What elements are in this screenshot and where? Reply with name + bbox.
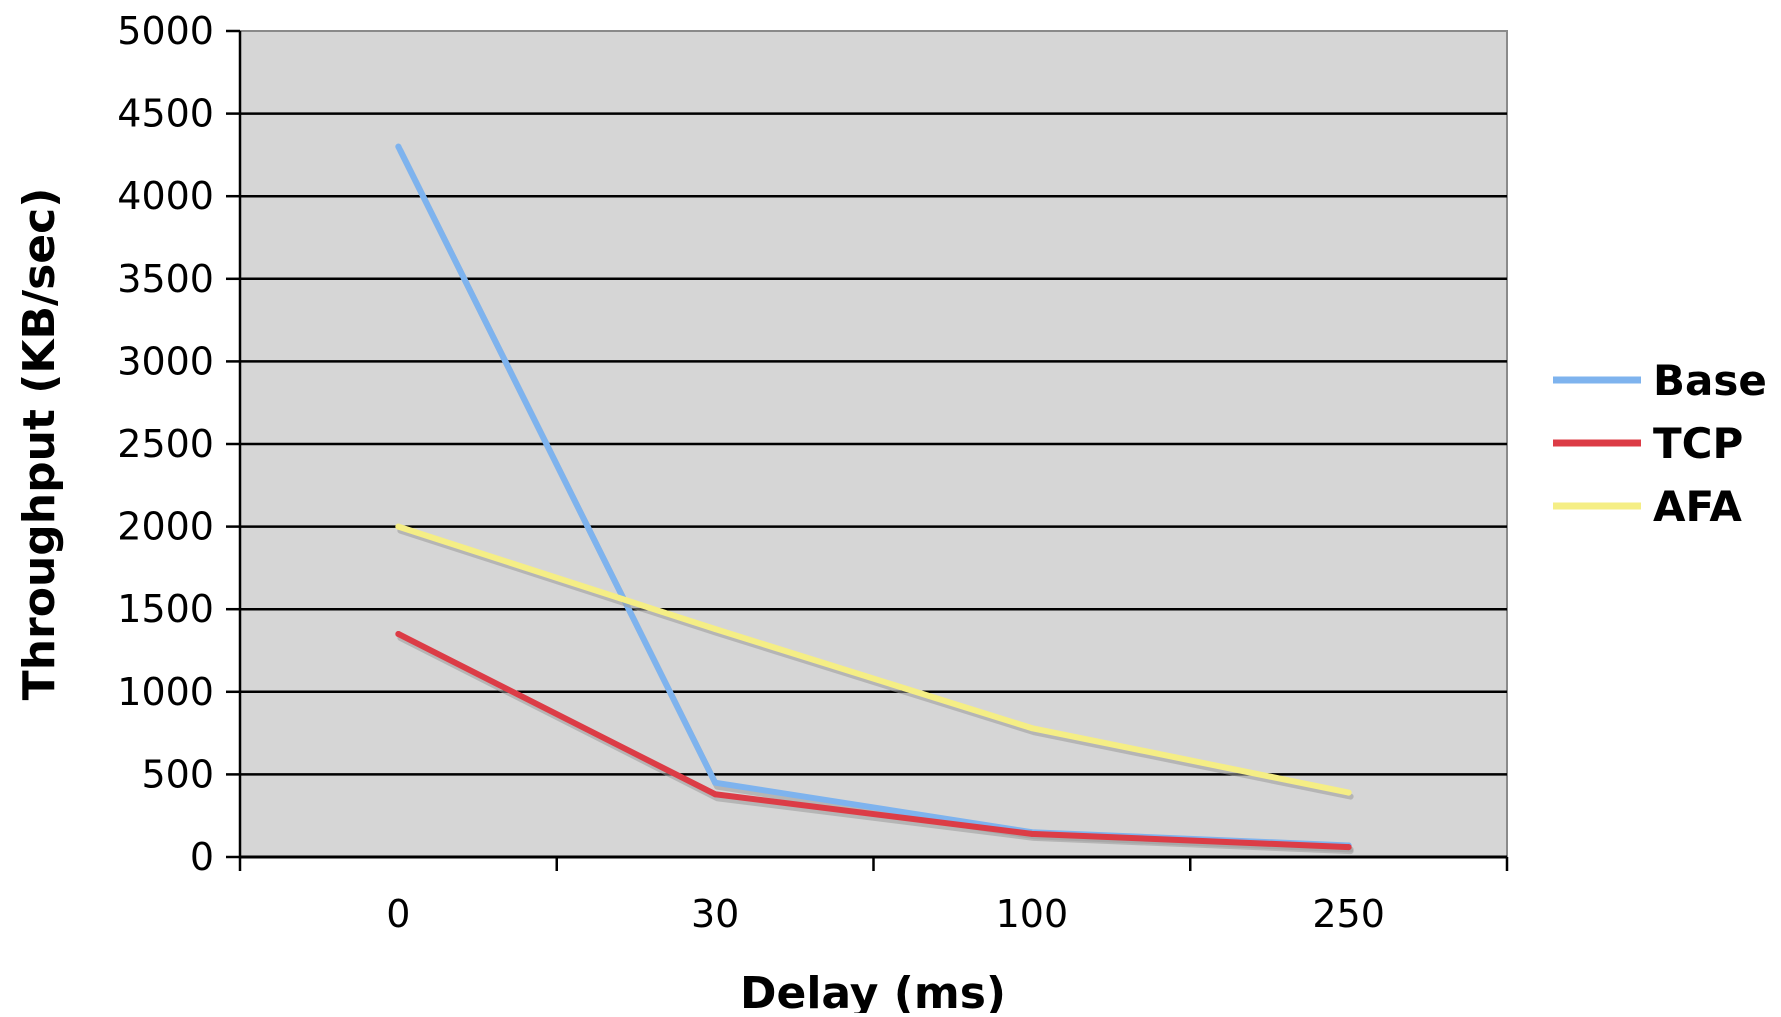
x-tick-label: 250 [1312, 892, 1385, 936]
legend-label-base: Base [1653, 356, 1767, 405]
y-tick-label: 4000 [117, 174, 214, 218]
x-tick-label: 100 [996, 892, 1069, 936]
y-tick-label: 2500 [117, 422, 214, 466]
data-point-afa [712, 626, 719, 633]
legend: Base TCP AFA [1553, 356, 1767, 531]
data-point-afa [1345, 789, 1352, 796]
y-axis-ticks: 0 500 1000 1500 2000 2500 3000 3500 4000 4500 5000 [117, 9, 240, 879]
y-tick-label: 3000 [117, 339, 214, 383]
x-tick-label: 30 [691, 892, 739, 936]
y-tick-label: 3500 [117, 257, 214, 301]
series-line-afa [395, 523, 1352, 796]
x-axis-ticks: 0 30 100 250 [238, 857, 1509, 936]
y-tick-label: 0 [190, 835, 214, 879]
y-tick-label: 5000 [117, 9, 214, 53]
series-shadow-afa [397, 527, 1354, 800]
x-tick-label: 0 [386, 892, 410, 936]
legend-label-tcp: TCP [1653, 419, 1743, 468]
y-tick-label: 1500 [117, 587, 214, 631]
data-point-base [712, 779, 719, 786]
y-tick-label: 2000 [117, 505, 214, 549]
legend-label-afa: AFA [1653, 482, 1742, 531]
data-point-base [395, 143, 402, 150]
series-line-tcp [395, 630, 1352, 851]
data-point-tcp [712, 791, 719, 798]
gridlines [240, 112, 1507, 776]
data-point-tcp [1345, 844, 1352, 851]
data-point-tcp [1028, 830, 1035, 837]
data-point-afa [1028, 725, 1035, 732]
y-tick-label: 1000 [117, 670, 214, 714]
x-axis-label: Delay (ms) [740, 968, 1006, 1013]
y-axis-label: Throughput (KB/sec) [14, 188, 65, 701]
data-point-tcp [395, 630, 402, 637]
y-tick-label: 500 [141, 752, 214, 796]
y-tick-label: 4500 [117, 92, 214, 136]
series-lines [395, 143, 1354, 855]
data-point-afa [395, 523, 402, 530]
